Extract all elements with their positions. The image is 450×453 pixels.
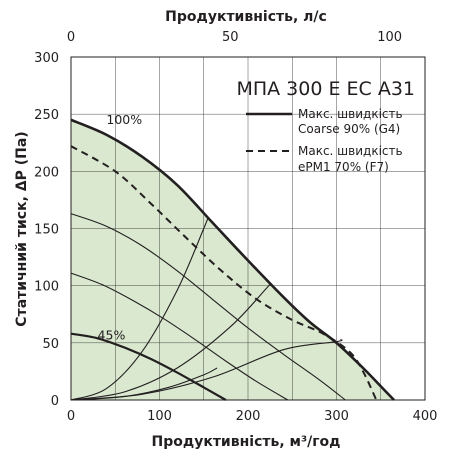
intermediate-speed-curve — [70, 213, 346, 401]
curve-label-100: 100% — [106, 112, 142, 127]
model-label: МПА 300 E EC A31 — [236, 78, 415, 100]
legend-text-2-line2: ePM1 70% (F7) — [298, 160, 389, 174]
legend-text-2-line1: Макс. швидкість — [298, 144, 403, 158]
x2-tick-label: 0 — [67, 30, 75, 45]
x-tick-label: 200 — [236, 409, 261, 424]
system-curve — [70, 216, 209, 401]
y-tick-label: 0 — [51, 394, 59, 409]
x-tick-label: 400 — [413, 409, 438, 424]
top-axis-title: Продуктивність, л/с — [165, 9, 327, 25]
plot-frame — [70, 56, 426, 401]
series-curve-3 — [70, 332, 227, 401]
x-tick-label: 0 — [67, 409, 75, 424]
y-tick-label: 300 — [34, 51, 59, 66]
intermediate-speed-curve — [70, 272, 289, 401]
y-tick-label: 200 — [34, 165, 59, 180]
legend-text-1-line1: Макс. швидкість — [298, 107, 403, 121]
system-curve — [70, 367, 218, 401]
series-curve-1 — [70, 118, 395, 401]
y-tick-label: 100 — [34, 280, 59, 295]
x2-tick-label: 100 — [377, 30, 402, 45]
x-tick-label: 300 — [324, 409, 349, 424]
series-curve-2 — [70, 145, 378, 401]
y-tick-label: 50 — [42, 337, 59, 352]
y-tick-label: 250 — [34, 108, 59, 123]
x2-tick-label: 50 — [222, 30, 239, 45]
curve-label-45: 45% — [98, 328, 126, 343]
y-tick-label: 150 — [34, 223, 59, 238]
system-curve — [70, 283, 271, 401]
y-axis-title: Статичний тиск, ΔP (Па) — [14, 131, 30, 326]
bottom-axis-title: Продуктивність, м³/год — [152, 434, 341, 450]
legend-text-1-line2: Coarse 90% (G4) — [298, 122, 400, 136]
x-tick-label: 100 — [147, 409, 172, 424]
